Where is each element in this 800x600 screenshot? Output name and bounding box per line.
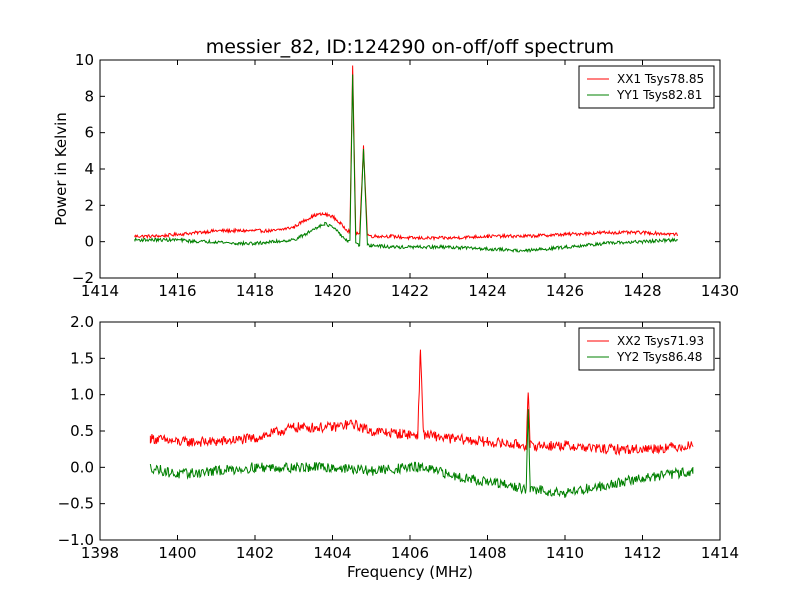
y-axis-label: Power in Kelvin xyxy=(52,112,70,226)
legend-label: YY1 Tsys82.81 xyxy=(616,88,702,102)
y-tick-label: 1.0 xyxy=(70,386,94,404)
legend-label: YY2 Tsys86.48 xyxy=(616,350,702,364)
x-tick-label: 1414 xyxy=(701,544,739,562)
x-tick-label: 1398 xyxy=(81,544,119,562)
y-tick-label: 8 xyxy=(84,87,94,105)
x-tick-label: 1420 xyxy=(313,282,351,300)
legend-box xyxy=(578,327,715,371)
y-tick-label: 10 xyxy=(75,51,94,69)
series-line-1-2 xyxy=(134,74,678,254)
legend-box xyxy=(578,65,715,109)
y-tick-label: 6 xyxy=(84,124,94,142)
x-tick-label: 1422 xyxy=(391,282,429,300)
chart-title: messier_82, ID:124290 on-off/off spectru… xyxy=(206,36,614,58)
y-tick-label: 2 xyxy=(84,196,94,214)
x-tick-label: 1400 xyxy=(158,544,196,562)
series-line-1-1 xyxy=(134,65,678,242)
top-spectrum-plot: 1414 1416 1418 1420 1422 1424 1426 1428 1430 −2 0 2… xyxy=(72,51,739,300)
x-tick-label: 1406 xyxy=(391,544,429,562)
legend: XX2 Tsys71.93 YY2 Tsys86.48 xyxy=(578,327,715,371)
x-tick-label: 1428 xyxy=(623,282,661,300)
bottom-spectrum-plot: 1398 1400 1402 1404 1406 1408 1410 1412 1414 −1.0… xyxy=(58,313,740,562)
series-line-2-1 xyxy=(149,349,694,457)
x-tick-label: 1414 xyxy=(81,282,119,300)
legend-label: XX1 Tsys78.85 xyxy=(617,72,704,86)
legend: XX1 Tsys78.85 YY1 Tsys82.81 xyxy=(578,65,715,109)
y-tick-label: −0.5 xyxy=(58,495,94,513)
x-axis-label: Frequency (MHz) xyxy=(347,563,473,581)
x-tick-label: 1408 xyxy=(468,544,506,562)
x-tick-label: 1426 xyxy=(546,282,584,300)
x-tick-label: 1430 xyxy=(701,282,739,300)
y-tick-label: 0 xyxy=(84,233,94,251)
x-tick-label: 1416 xyxy=(158,282,196,300)
x-tick-label: 1424 xyxy=(468,282,506,300)
legend-label: XX2 Tsys71.93 xyxy=(617,334,704,348)
x-tick-label: 1412 xyxy=(623,544,661,562)
y-tick-label: 0.0 xyxy=(70,458,94,476)
series-line-2-2 xyxy=(149,409,694,498)
y-tick-label: −1.0 xyxy=(58,531,94,549)
y-tick-label: 2.0 xyxy=(70,313,94,331)
x-tick-label: 1418 xyxy=(236,282,274,300)
x-tick-label: 1402 xyxy=(236,544,274,562)
y-tick-label: −2 xyxy=(72,269,94,287)
x-tick-label: 1404 xyxy=(313,544,351,562)
x-tick-label: 1410 xyxy=(546,544,584,562)
y-tick-label: 4 xyxy=(84,160,94,178)
y-tick-label: 1.5 xyxy=(70,349,94,367)
y-tick-label: 0.5 xyxy=(70,422,94,440)
